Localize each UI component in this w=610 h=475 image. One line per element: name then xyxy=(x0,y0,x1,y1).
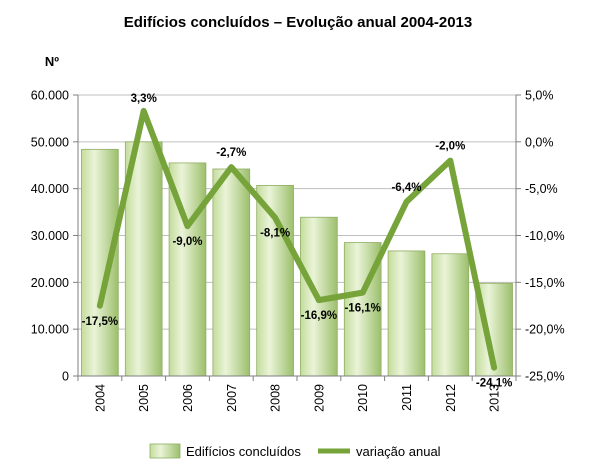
left-tick-label: 30.000 xyxy=(31,229,69,243)
right-tick-label: -20,0% xyxy=(525,323,565,337)
line-data-label: -16,9% xyxy=(301,310,337,322)
bar xyxy=(124,141,163,377)
chart-title: Edifícios concluídos – Evolução anual 20… xyxy=(124,14,472,31)
bar xyxy=(81,148,119,377)
x-tick-label: 2007 xyxy=(225,384,239,412)
right-axis-ticks: 5,0% 0,0% -5,0% -10,0% -15,0% -20,0% -25,0% xyxy=(516,89,565,384)
left-tick-label: 40.000 xyxy=(31,182,69,196)
right-tick-label: -5,0% xyxy=(525,182,558,196)
bar-series xyxy=(81,141,513,377)
x-tick-label: 2005 xyxy=(137,384,151,412)
line-point xyxy=(316,297,322,303)
line-data-label: -24,1% xyxy=(476,378,512,390)
x-tick-label: 2012 xyxy=(444,384,458,412)
bar xyxy=(431,253,470,377)
legend-bar-swatch xyxy=(149,443,181,459)
line-point xyxy=(491,365,497,371)
line-point xyxy=(360,290,366,296)
left-tick-label: 60.000 xyxy=(31,89,69,103)
line-data-label: 3,3% xyxy=(131,93,157,105)
left-tick-label: 50.000 xyxy=(31,135,69,149)
line-point xyxy=(97,303,103,309)
line-point xyxy=(228,164,234,170)
bar xyxy=(212,168,251,377)
line-data-labels: -17,5% 3,3% -9,0% -2,7% -8,1% -16,9% -16,1% -6,… xyxy=(82,93,513,390)
line-point xyxy=(447,158,453,164)
left-axis-label: Nº xyxy=(45,54,59,69)
right-tick-label: 0,0% xyxy=(525,135,554,149)
x-tick-label: 2009 xyxy=(312,384,326,412)
right-tick-label: -25,0% xyxy=(525,370,565,384)
bar xyxy=(387,250,426,377)
right-tick-label: -10,0% xyxy=(525,229,565,243)
x-tick-label: 2006 xyxy=(181,384,195,412)
line-data-label: -8,1% xyxy=(260,228,290,240)
x-tick-label: 2011 xyxy=(400,384,414,411)
left-tick-label: 10.000 xyxy=(31,323,69,337)
legend-line-label: variação anual xyxy=(356,444,441,459)
legend-bar-label: Edifícios concluídos xyxy=(186,444,301,459)
line-data-label: -16,1% xyxy=(344,303,380,315)
line-data-label: -2,7% xyxy=(216,147,246,159)
right-tick-label: -15,0% xyxy=(525,276,565,290)
line-data-label: -6,4% xyxy=(391,182,421,194)
left-tick-label: 0 xyxy=(62,370,69,384)
line-point xyxy=(404,199,409,205)
line-point xyxy=(185,223,190,229)
line-data-label: -9,0% xyxy=(172,236,202,248)
left-tick-label: 20.000 xyxy=(31,276,69,290)
line-point xyxy=(272,215,278,221)
line-data-label: -17,5% xyxy=(82,316,118,328)
x-tick-label: 2010 xyxy=(356,384,370,412)
line-point xyxy=(141,108,147,114)
line-data-label: -2,0% xyxy=(435,141,465,153)
left-axis-ticks: 0 10.000 20.000 30.000 40.000 50.000 60.000 xyxy=(31,89,78,384)
x-axis-ticks: 2004 2005 2006 2007 2008 2009 2010 2011 2012 2013 xyxy=(77,376,517,412)
x-tick-label: 2004 xyxy=(93,384,107,412)
x-tick-label: 2008 xyxy=(269,384,283,412)
x-tick-label: 2013 xyxy=(488,384,502,412)
right-tick-label: 5,0% xyxy=(525,89,554,103)
line-series xyxy=(96,107,498,371)
series-line xyxy=(96,107,498,371)
legend: Edifícios concluídos variação anual xyxy=(149,443,441,459)
